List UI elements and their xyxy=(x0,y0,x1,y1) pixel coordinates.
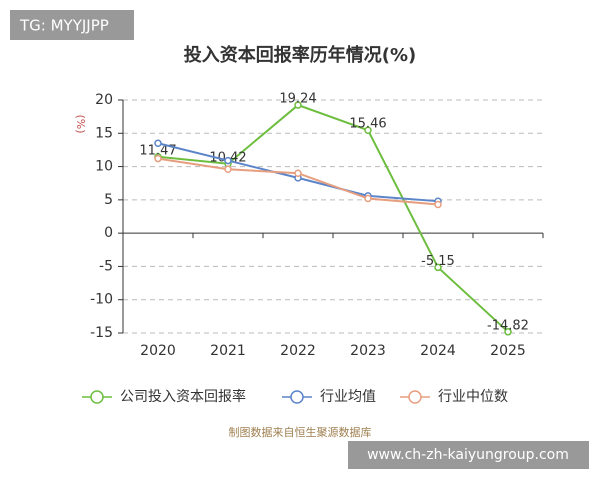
point xyxy=(364,194,372,203)
value-label: 19.24 xyxy=(279,92,316,107)
point xyxy=(224,165,232,173)
legend-label: 行业均值 xyxy=(320,389,376,405)
x-tick-label: 2025 xyxy=(490,343,526,359)
x-tick-label: 2023 xyxy=(350,343,386,359)
x-tick-label: 2020 xyxy=(140,343,176,359)
y-tick-label: 20 xyxy=(95,92,113,108)
x-tick-label: 2022 xyxy=(280,343,316,359)
y-axis-label: (%) xyxy=(74,114,87,133)
watermark-bg xyxy=(348,441,589,469)
point xyxy=(294,169,302,177)
value-label: -5.15 xyxy=(421,254,455,269)
point xyxy=(504,328,512,336)
point xyxy=(154,139,162,148)
badge-bg xyxy=(10,10,134,40)
legend-marker xyxy=(290,390,304,404)
point xyxy=(364,126,372,134)
value-label: 15.46 xyxy=(349,117,386,132)
y-tick-label: -5 xyxy=(99,258,113,274)
chart-title: 投入资本回报率历年情况(%) xyxy=(184,44,417,66)
y-tick-label: 5 xyxy=(104,192,113,208)
point xyxy=(434,263,442,272)
legend-label: 公司投入资本回报率 xyxy=(120,388,246,405)
series-line xyxy=(157,103,509,333)
legend-label: 行业中位数 xyxy=(438,389,508,405)
x-tick-label: 2024 xyxy=(420,343,456,359)
value-label: -14.82 xyxy=(487,318,529,333)
point xyxy=(154,154,162,163)
point xyxy=(294,101,302,109)
legend-marker xyxy=(408,390,422,404)
legend-marker xyxy=(90,390,104,404)
y-tick-label: 0 xyxy=(104,225,113,241)
y-tick-label: -15 xyxy=(90,325,113,341)
point xyxy=(224,156,232,165)
source: 制图数据来自恒生聚源数据库 xyxy=(229,425,372,439)
value-label: 11.47 xyxy=(139,143,176,158)
y-tick-label: 10 xyxy=(95,159,113,175)
y-tick-label: -10 xyxy=(90,292,113,308)
watermark: www.ch-zh-kaiyungroup.com xyxy=(367,447,569,463)
y-tick-label: 15 xyxy=(95,125,113,141)
x-tick-label: 2021 xyxy=(210,343,246,359)
badge: TG: MYYJJPP xyxy=(19,17,109,35)
point xyxy=(434,200,442,209)
